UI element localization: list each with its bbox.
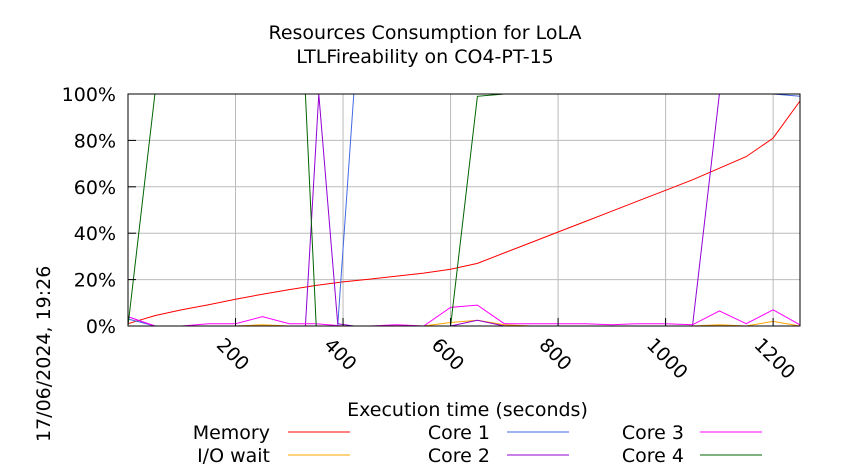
x-tick-label: 600 bbox=[427, 334, 468, 375]
series-line-core-4 bbox=[127, 93, 800, 327]
chart-subtitle: LTLFireability on CO4-PT-15 bbox=[296, 46, 554, 68]
series-line-core-3 bbox=[127, 304, 801, 327]
x-tick-label: 800 bbox=[535, 334, 576, 375]
legend-label-core-1: Core 1 bbox=[428, 422, 490, 444]
x-axis-label: Execution time (seconds) bbox=[347, 399, 588, 421]
x-tick-label: 1000 bbox=[642, 334, 692, 384]
series-line-memory bbox=[127, 100, 801, 325]
plot-frame bbox=[127, 93, 801, 327]
y-tick-label: 0% bbox=[86, 316, 116, 338]
legend-label-core-2: Core 2 bbox=[428, 445, 490, 467]
y-tick-label: 40% bbox=[74, 223, 116, 245]
legend-label-i-o-wait: I/O wait bbox=[197, 445, 270, 467]
series-lines bbox=[127, 93, 801, 327]
legend-label-core-4: Core 4 bbox=[622, 445, 684, 467]
y-tick-label: 60% bbox=[74, 177, 116, 199]
x-tick-label: 200 bbox=[212, 334, 253, 375]
x-axis-ticks: 200 400 600 800 1000 1200 bbox=[212, 318, 799, 384]
y-tick-label: 100% bbox=[62, 84, 116, 106]
legend-label-memory: Memory bbox=[193, 422, 270, 444]
y-axis-ticks: 0% 20% 40% 60% 80% 100% bbox=[62, 84, 136, 338]
y-tick-label: 80% bbox=[74, 130, 116, 152]
legend-label-core-3: Core 3 bbox=[622, 422, 684, 444]
x-tick-label: 1200 bbox=[750, 334, 800, 384]
x-tick-label: 400 bbox=[320, 334, 361, 375]
chart-title: Resources Consumption for LoLA bbox=[268, 22, 582, 44]
y-tick-label: 20% bbox=[74, 270, 116, 292]
